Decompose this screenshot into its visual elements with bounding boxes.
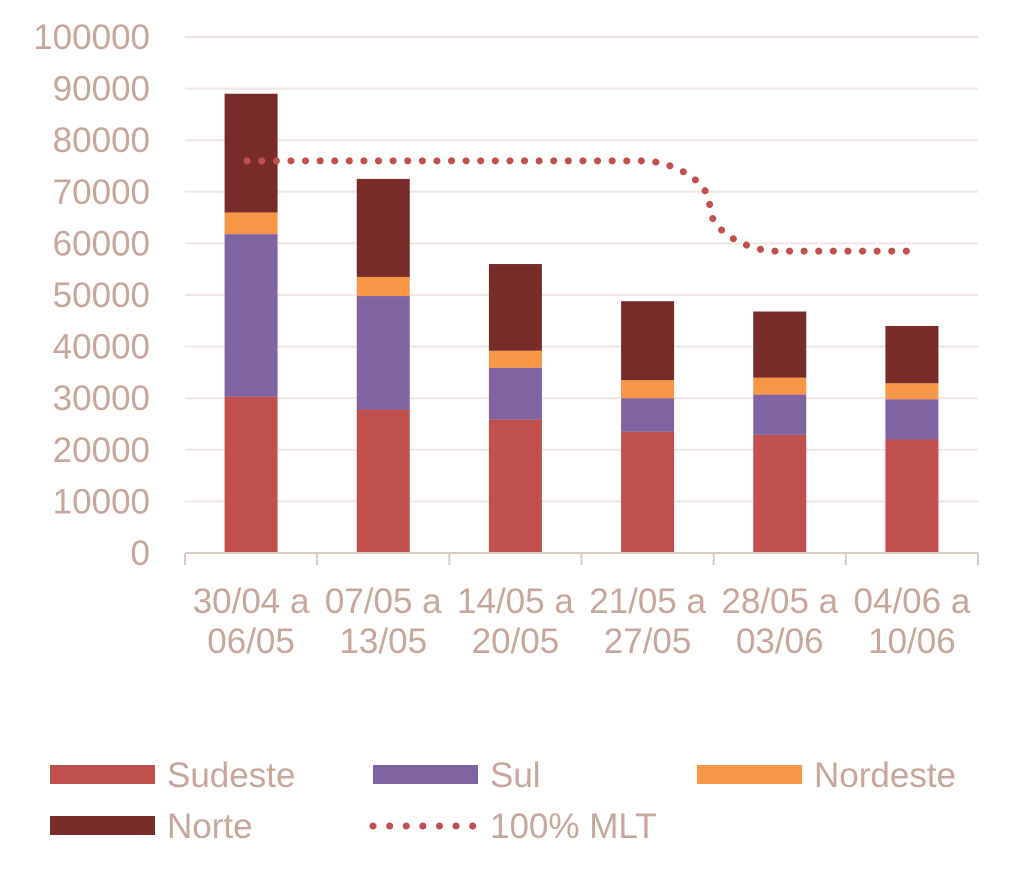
bar-sul <box>224 234 278 397</box>
bar-nordeste <box>488 350 542 368</box>
bar-sul <box>621 398 675 432</box>
y-tick-label: 90000 <box>53 70 150 109</box>
y-tick-label: 50000 <box>53 276 150 315</box>
x-tick-label: 13/05 <box>339 622 427 661</box>
x-tick-label: 28/05 a <box>721 582 838 621</box>
x-tick-label: 30/04 a <box>193 582 310 621</box>
y-tick-label: 80000 <box>53 121 150 160</box>
bar-sul <box>885 399 939 440</box>
bar-norte <box>753 311 807 378</box>
bar-sudeste <box>753 434 807 553</box>
bar-nordeste <box>356 276 410 297</box>
legend: Sudeste Sul Nordeste Norte 100% MLT <box>50 756 956 846</box>
x-tick-label: 14/05 a <box>457 582 574 621</box>
x-tick-label: 21/05 a <box>589 582 706 621</box>
y-tick-label: 40000 <box>53 328 150 367</box>
mlt-line-series <box>243 157 912 255</box>
x-tick-label: 20/05 <box>472 622 560 661</box>
bar-sudeste <box>885 439 939 553</box>
x-tick-label: 10/06 <box>868 622 956 661</box>
bars <box>224 93 939 553</box>
bar-nordeste <box>753 377 807 395</box>
y-tick-label: 20000 <box>53 431 150 470</box>
bar-sul <box>356 296 410 410</box>
bar-nordeste <box>621 380 675 399</box>
bar-nordeste <box>224 212 278 235</box>
legend-swatch-norte <box>50 816 155 835</box>
x-axis: 30/04 a06/05 07/05 a13/05 14/05 a20/05 21/0… <box>184 552 979 661</box>
x-tick-label: 27/05 <box>604 622 692 661</box>
y-tick-label: 70000 <box>53 173 150 212</box>
legend-swatch-sul <box>373 765 478 784</box>
x-tick-label: 06/05 <box>207 622 295 661</box>
bar-sudeste <box>488 419 542 553</box>
legend-label: 100% MLT <box>490 807 657 846</box>
legend-label: Norte <box>167 807 253 846</box>
bar-norte <box>224 93 278 213</box>
x-tick-label: 07/05 a <box>325 582 442 621</box>
bar-sudeste <box>621 431 675 553</box>
y-tick-label: 60000 <box>53 224 150 263</box>
y-tick-label: 10000 <box>53 482 150 521</box>
bar-sudeste <box>356 409 410 553</box>
bar-norte <box>621 301 675 381</box>
bar-norte <box>488 264 542 351</box>
legend-swatch-sudeste <box>50 765 155 784</box>
bar-sudeste <box>224 396 278 553</box>
mlt-dotted-line <box>243 157 912 255</box>
y-tick-label: 0 <box>131 534 150 573</box>
bar-norte <box>885 325 939 384</box>
legend-swatch-nordeste <box>697 765 802 784</box>
y-axis: 0 10000 20000 30000 40000 50000 60000 70000 8000… <box>33 18 150 573</box>
y-tick-label: 30000 <box>53 379 150 418</box>
legend-label: Nordeste <box>814 756 956 795</box>
bar-sul <box>488 367 542 420</box>
gridlines <box>185 36 978 503</box>
legend-label: Sudeste <box>167 756 295 795</box>
x-tick-label: 03/06 <box>736 622 824 661</box>
x-tick-label: 04/06 a <box>854 582 971 621</box>
legend-label: Sul <box>490 756 541 795</box>
bar-norte <box>356 178 410 277</box>
y-tick-label: 100000 <box>33 18 150 57</box>
bar-sul <box>753 394 807 435</box>
bar-nordeste <box>885 383 939 400</box>
